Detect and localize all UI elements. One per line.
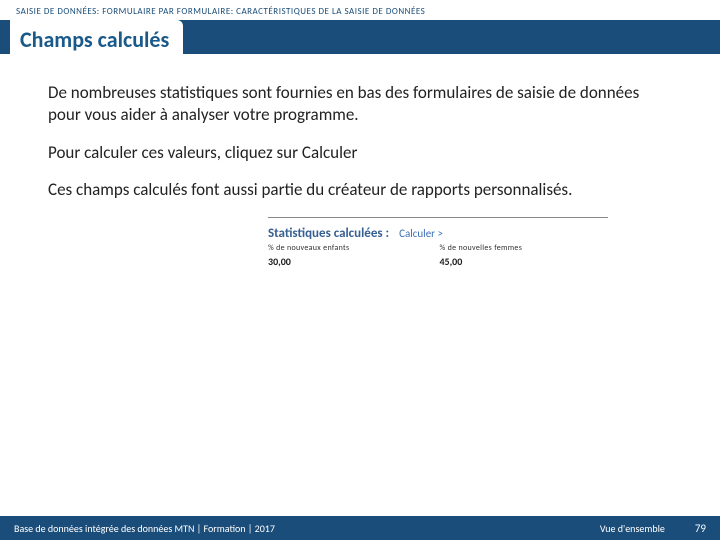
slide-number: 79 <box>695 522 706 535</box>
stats-col-1: % de nouveaux enfants 30,00 <box>268 243 349 268</box>
footer-section: Vue d'ensemble <box>600 522 665 535</box>
content-area: De nombreuses statistiques sont fournies… <box>0 54 720 268</box>
stats-value-2: 45,00 <box>439 255 522 268</box>
footer-bar: Base de données intégrée des données MTN… <box>0 516 720 540</box>
stats-col-2: % de nouvelles femmes 45,00 <box>439 243 522 268</box>
stats-label-2: % de nouvelles femmes <box>439 243 522 253</box>
stats-label-1: % de nouveaux enfants <box>268 243 349 253</box>
page-title: Champs calculés <box>20 26 169 53</box>
paragraph-2: Pour calculer ces valeurs, cliquez sur C… <box>48 142 672 164</box>
stats-figure: Statistiques calculées : Calculer > % de… <box>268 217 608 268</box>
title-tab: Champs calculés <box>10 20 183 59</box>
stats-heading: Statistiques calculées : <box>268 226 389 241</box>
footer-left: Base de données intégrée des données MTN… <box>14 522 275 535</box>
stats-divider <box>268 217 608 218</box>
paragraph-1: De nombreuses statistiques sont fournies… <box>48 82 672 126</box>
stats-table: % de nouveaux enfants 30,00 % de nouvell… <box>268 243 608 268</box>
stats-value-1: 30,00 <box>268 255 349 268</box>
breadcrumb: SAISIE DE DONNÉES: FORMULAIRE PAR FORMUL… <box>10 4 431 19</box>
paragraph-3: Ces champs calculés font aussi partie du… <box>48 179 672 201</box>
calculate-link[interactable]: Calculer > <box>399 227 443 240</box>
